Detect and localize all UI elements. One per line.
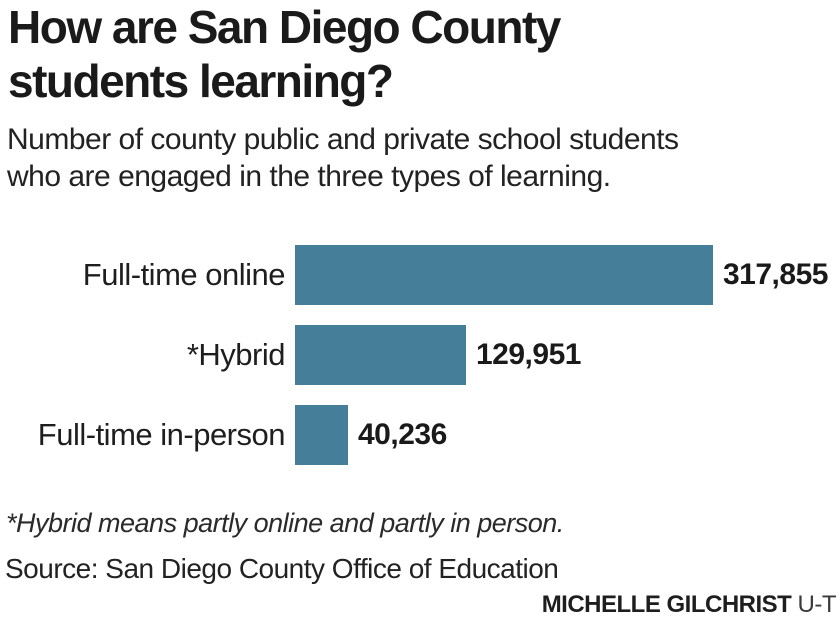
bar-row-full-time-in-person: Full-time in-person 40,236 — [0, 405, 840, 465]
bar-full-time-in-person — [295, 405, 348, 465]
hybrid-footnote: *Hybrid means partly online and partly i… — [6, 508, 564, 538]
credit-author: MICHELLE GILCHRIST — [541, 591, 792, 618]
bar-row-full-time-online: Full-time online 317,855 — [0, 245, 840, 305]
category-label-hybrid: *Hybrid — [186, 337, 286, 372]
bar-chart: Full-time online 317,855 *Hybrid 129,951… — [0, 245, 840, 465]
title-line-1: How are San Diego County — [8, 1, 561, 53]
category-label-full-time-in-person: Full-time in-person — [37, 417, 286, 452]
byline-credit: MICHELLE GILCHRIST U-T — [541, 591, 837, 619]
chart-title: How are San Diego County students learni… — [8, 0, 561, 108]
bar-row-hybrid: *Hybrid 129,951 — [0, 325, 840, 385]
value-label-full-time-online: 317,855 — [723, 258, 828, 291]
source-line: Source: San Diego County Office of Educa… — [5, 553, 559, 584]
credit-organization: U-T — [797, 591, 837, 618]
value-label-hybrid: 129,951 — [476, 338, 581, 371]
subtitle-line-1: Number of county public and private scho… — [7, 123, 679, 156]
bar-full-time-online — [295, 245, 713, 305]
title-line-2: students learning? — [8, 55, 394, 107]
chart-subtitle: Number of county public and private scho… — [7, 121, 679, 195]
value-label-full-time-in-person: 40,236 — [358, 418, 447, 451]
category-label-full-time-online: Full-time online — [82, 257, 286, 292]
bar-hybrid — [295, 325, 466, 385]
subtitle-line-2: who are engaged in the three types of le… — [7, 160, 611, 193]
